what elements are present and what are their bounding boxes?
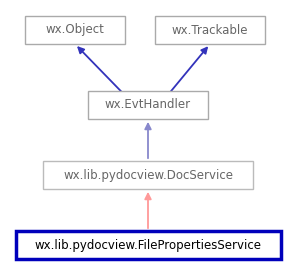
FancyBboxPatch shape	[88, 91, 208, 119]
Text: wx.lib.pydocview.DocService: wx.lib.pydocview.DocService	[63, 168, 233, 181]
FancyBboxPatch shape	[25, 16, 125, 44]
FancyBboxPatch shape	[43, 161, 253, 189]
FancyBboxPatch shape	[155, 16, 265, 44]
Text: wx.lib.pydocview.FilePropertiesService: wx.lib.pydocview.FilePropertiesService	[34, 239, 262, 252]
Text: wx.Trackable: wx.Trackable	[172, 23, 248, 36]
Text: wx.EvtHandler: wx.EvtHandler	[105, 98, 191, 112]
Text: wx.Object: wx.Object	[46, 23, 105, 36]
FancyBboxPatch shape	[15, 231, 281, 259]
